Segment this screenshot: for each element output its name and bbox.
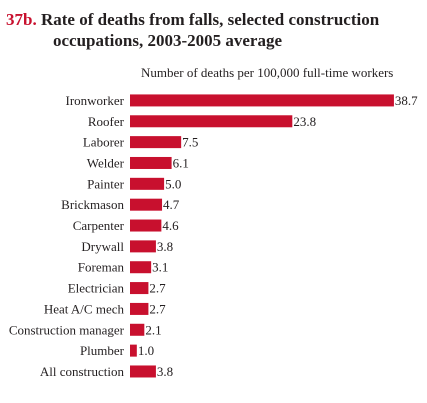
- value-label: 2.1: [145, 322, 161, 337]
- value-label: 2.7: [149, 301, 166, 316]
- bar: [130, 302, 149, 315]
- bar: [130, 282, 149, 295]
- category-label: All construction: [40, 364, 125, 379]
- figure-title: 37b. Rate of deaths from falls, selected…: [6, 9, 421, 51]
- value-label: 3.1: [152, 260, 168, 275]
- category-label: Painter: [87, 176, 124, 191]
- value-label: 5.0: [165, 176, 181, 191]
- value-label: 38.7: [395, 93, 418, 108]
- category-label: Roofer: [88, 114, 125, 129]
- category-label: Drywall: [81, 239, 124, 254]
- value-label: 23.8: [293, 114, 316, 129]
- category-label: Foreman: [78, 260, 125, 275]
- bar: [130, 365, 156, 378]
- category-label: Heat A/C mech: [44, 301, 125, 316]
- value-label: 6.1: [173, 155, 189, 170]
- bar: [130, 240, 156, 253]
- value-label: 7.5: [182, 135, 198, 150]
- bar: [130, 344, 137, 357]
- title-text-1: Rate of deaths from falls, selected cons…: [40, 10, 380, 29]
- axis-caption: Number of deaths per 100,000 full-time w…: [141, 65, 394, 80]
- category-label: Ironworker: [66, 93, 125, 108]
- value-label: 1.0: [138, 343, 154, 358]
- category-label: Welder: [87, 155, 125, 170]
- value-label: 3.8: [157, 364, 173, 379]
- value-label: 4.6: [162, 218, 179, 233]
- value-label: 3.8: [157, 239, 173, 254]
- bar: [130, 219, 162, 232]
- bar: [130, 261, 152, 274]
- value-label: 2.7: [149, 281, 166, 296]
- bar: [130, 198, 163, 211]
- bar: [130, 115, 293, 128]
- category-label: Construction manager: [9, 322, 125, 337]
- category-label: Electrician: [68, 281, 125, 296]
- bars-layer: Ironworker 38.7 Roofer 23.8 Laborer 7.5 Welder…: [9, 93, 418, 379]
- bar: [130, 136, 182, 149]
- category-label: Brickmason: [61, 197, 124, 212]
- category-label: Plumber: [80, 343, 125, 358]
- bar: [130, 177, 165, 190]
- category-label: Laborer: [83, 135, 125, 150]
- title-line-2: occupations, 2003-2005 average: [53, 31, 283, 50]
- figure-number: 37b.: [6, 10, 37, 29]
- title-line-1: 37b. Rate of deaths from falls, selected…: [6, 9, 421, 30]
- value-label: 4.7: [163, 197, 180, 212]
- category-label: Carpenter: [73, 218, 125, 233]
- bar: [130, 94, 394, 107]
- bar: [130, 323, 145, 336]
- bar: [130, 156, 172, 169]
